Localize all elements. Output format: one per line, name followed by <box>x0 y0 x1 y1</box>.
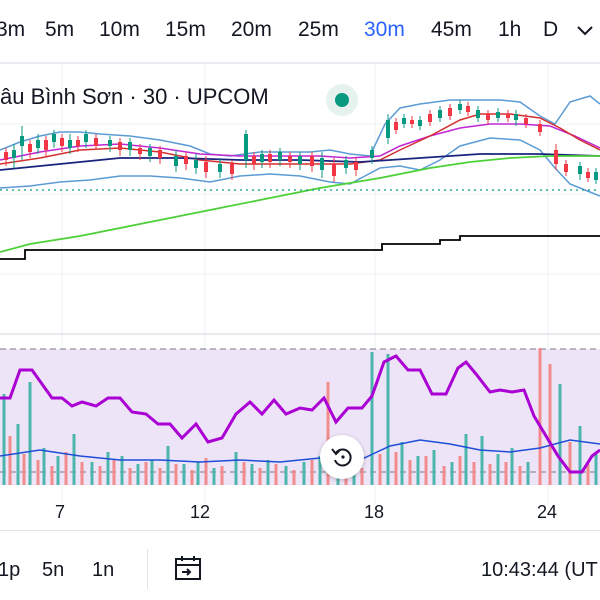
timeframe-20m[interactable]: 20m <box>231 18 272 41</box>
chart-legend-title: âu Bình Sơn · 30 · UPCOM <box>0 84 269 109</box>
bollinger-lower <box>0 137 600 197</box>
volume-bars <box>2 348 598 485</box>
range-1p[interactable]: 1p <box>0 559 21 581</box>
timeframe-day[interactable]: D <box>543 18 559 41</box>
timeframe-25m[interactable]: 25m <box>298 18 339 41</box>
timeframe-5m[interactable]: 5m <box>45 18 75 41</box>
x-tick: 24 <box>537 502 558 522</box>
toolbar-separator <box>147 549 148 589</box>
x-tick: 18 <box>364 502 385 522</box>
timeframe-15m[interactable]: 15m <box>165 18 206 41</box>
timeframe-3m[interactable]: 3m <box>0 18 26 41</box>
chart-canvas[interactable] <box>0 64 600 526</box>
black-step-line <box>0 235 600 260</box>
bottom-toolbar: 1p 5n 1n 10:43:44 (UT <box>0 531 600 600</box>
calendar-goto-icon[interactable] <box>172 553 204 585</box>
toolbar-divider <box>0 62 600 64</box>
timeframe-bar: 3m 5m 10m 15m 20m 25m 30m 45m 1h D <box>0 0 600 62</box>
range-1n[interactable]: 1n <box>92 559 115 581</box>
market-status-icon <box>326 84 358 116</box>
rsi-band <box>0 349 600 485</box>
timeframe-1h[interactable]: 1h <box>498 18 522 41</box>
reset-chart-button[interactable] <box>320 435 364 479</box>
timeframe-10m[interactable]: 10m <box>99 18 140 41</box>
rsi-line <box>0 354 600 474</box>
bottom-divider <box>0 530 600 531</box>
chart-plot[interactable] <box>0 64 600 526</box>
reset-chart-icon <box>331 448 352 467</box>
candles <box>4 100 598 184</box>
x-tick: 12 <box>190 502 211 522</box>
bollinger-upper <box>0 95 600 157</box>
range-5n[interactable]: 5n <box>42 559 65 581</box>
clock-display[interactable]: 10:43:44 (UT <box>481 559 598 581</box>
x-tick: 7 <box>55 502 66 522</box>
ema-long-line <box>0 155 600 253</box>
timeframe-30m[interactable]: 30m <box>364 18 405 41</box>
timeframe-45m[interactable]: 45m <box>431 18 472 41</box>
chevron-down-icon[interactable] <box>575 20 595 40</box>
